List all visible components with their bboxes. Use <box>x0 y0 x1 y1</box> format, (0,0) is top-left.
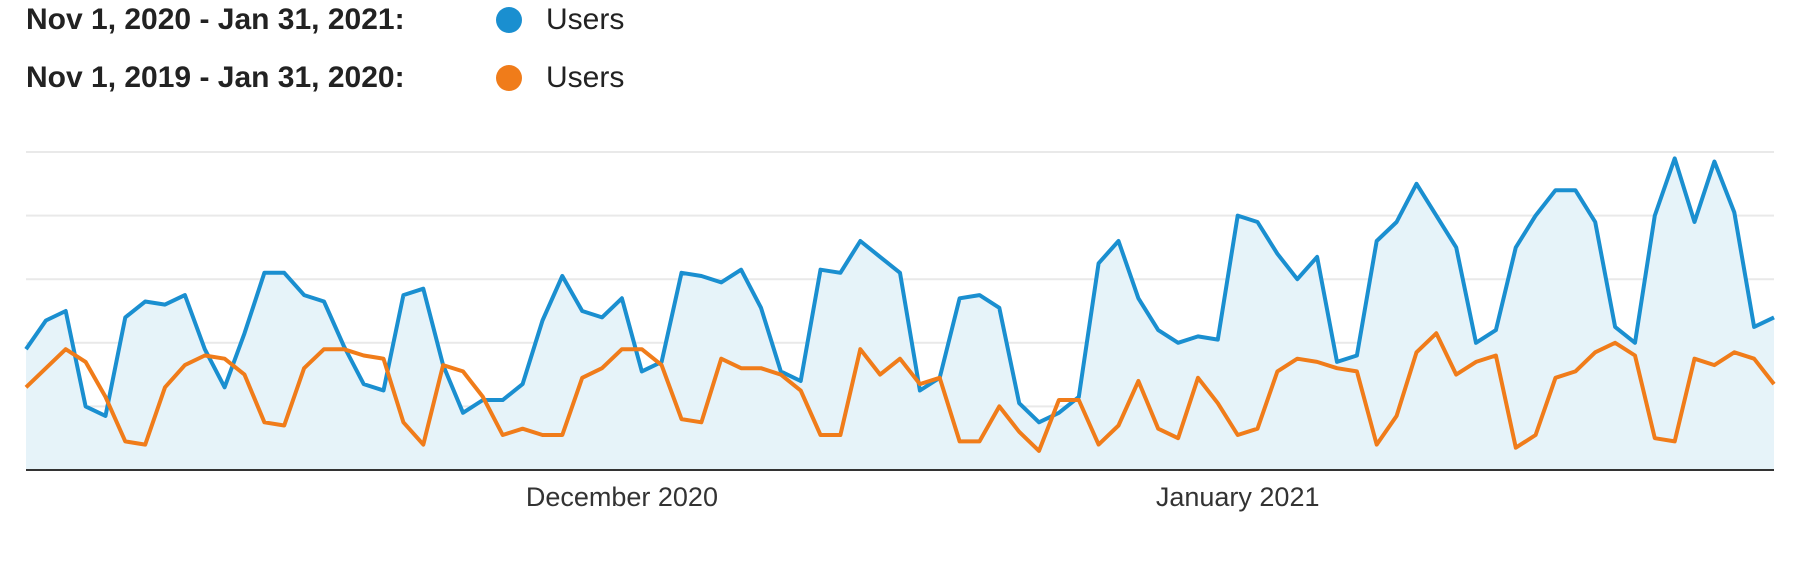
series-line-0[interactable] <box>24 156 1775 425</box>
x-tick-label: December 2020 <box>526 482 718 512</box>
legend-dot-current-icon <box>496 7 522 33</box>
x-tick-label: January 2021 <box>1156 482 1320 512</box>
series-areas <box>26 158 1774 470</box>
legend-series-name-previous: Users <box>546 61 625 94</box>
legend-series-name-current: Users <box>546 3 625 36</box>
series-area-0 <box>26 158 1774 470</box>
series-line-1[interactable] <box>24 331 1776 453</box>
legend-range-previous: Nov 1, 2019 - Jan 31, 2020: <box>26 61 405 94</box>
legend: Nov 1, 2020 - Jan 31, 2021: Users Nov 1,… <box>26 0 624 116</box>
legend-dot-previous-icon <box>496 65 522 91</box>
x-axis: December 2020 January 2021 <box>26 469 1774 512</box>
legend-item-previous[interactable]: Nov 1, 2019 - Jan 31, 2020: Users <box>26 58 624 98</box>
series-lines <box>24 156 1776 453</box>
legend-range-current: Nov 1, 2020 - Jan 31, 2021: <box>26 3 405 36</box>
legend-item-current[interactable]: Nov 1, 2020 - Jan 31, 2021: Users <box>26 0 624 40</box>
